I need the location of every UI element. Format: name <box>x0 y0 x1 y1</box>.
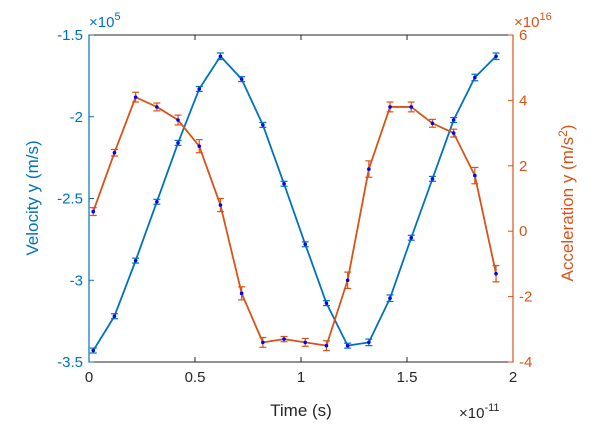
right-y-tick-label: -2 <box>519 289 532 306</box>
left-y-tick-label: -3 <box>70 272 83 289</box>
right-axis-title-main: Acceleration y (m/s <box>558 137 577 282</box>
data-point <box>91 209 96 214</box>
right-axis-title: Acceleration y (m/s2) <box>556 125 577 282</box>
acceleration-series <box>89 91 500 352</box>
right-y-tick-label: -4 <box>519 354 532 371</box>
x-tick-label: 1 <box>297 369 305 386</box>
data-point <box>282 181 286 186</box>
data-point <box>303 242 308 247</box>
left-y-tick-label: -1.5 <box>57 27 83 44</box>
data-point <box>430 121 435 126</box>
data-point <box>303 340 308 345</box>
data-point <box>176 141 180 145</box>
left-axis-exponent: ×105 <box>89 11 121 31</box>
right-y-tick-label: 6 <box>519 27 527 44</box>
data-point <box>218 203 223 207</box>
data-point <box>409 235 414 240</box>
velocity-line <box>92 55 497 352</box>
ticks-layer: 0 0.5 1 1.5 2 -3.5 -3 -2.5 -2 -1.5 -4 -2 0 2 4 6 <box>57 27 532 386</box>
data-point <box>388 296 392 301</box>
data-point <box>345 278 350 283</box>
right-axis-title-sup: 2 <box>556 130 570 137</box>
data-point <box>112 150 117 155</box>
data-point <box>261 123 265 127</box>
data-point <box>324 343 329 348</box>
data-point <box>451 118 456 122</box>
data-point <box>282 337 286 341</box>
data-point <box>261 340 265 345</box>
x-axis-exponent: ×10-11 <box>459 402 500 422</box>
data-point <box>388 105 392 109</box>
right-y-tick-label: 0 <box>519 223 527 240</box>
acceleration-line <box>92 96 497 347</box>
left-y-tick-label: -2 <box>70 109 83 126</box>
data-point <box>155 105 159 109</box>
data-point <box>345 343 350 348</box>
left-y-tick-label: -3.5 <box>57 354 83 371</box>
left-axis-title: Velocity y (m/s) <box>23 140 42 255</box>
data-point <box>324 301 329 305</box>
x-tick-label: 1.5 <box>397 369 418 386</box>
data-point <box>367 167 371 171</box>
right-y-tick-label: 2 <box>519 158 527 175</box>
data-point <box>197 144 202 148</box>
x-axis-title: Time (s) <box>270 401 332 420</box>
data-point <box>239 291 244 296</box>
data-point <box>473 173 477 178</box>
x-tick-label: 0 <box>85 369 93 386</box>
data-point <box>197 87 202 91</box>
plot-area <box>88 34 514 363</box>
data-point <box>409 105 414 109</box>
data-point <box>367 340 371 345</box>
data-point <box>494 54 498 59</box>
left-y-tick-label: -2.5 <box>57 191 83 208</box>
data-point <box>494 271 498 276</box>
data-point <box>176 118 180 122</box>
right-axis-title-end: ) <box>558 125 577 131</box>
right-axis-exponent: ×1016 <box>514 11 552 31</box>
series-layer <box>89 52 500 354</box>
data-point <box>155 199 159 204</box>
data-point <box>112 314 117 319</box>
x-tick-label: 2 <box>509 369 517 386</box>
x-tick-label: 0.5 <box>185 369 206 386</box>
velocity-series <box>89 52 500 354</box>
data-point <box>430 177 435 181</box>
data-point <box>451 131 456 135</box>
right-y-tick-label: 4 <box>519 92 527 109</box>
data-point <box>239 77 244 81</box>
data-point <box>133 95 138 99</box>
data-point <box>91 348 96 353</box>
data-point <box>473 75 477 80</box>
data-point <box>218 54 223 59</box>
data-point <box>133 258 138 263</box>
